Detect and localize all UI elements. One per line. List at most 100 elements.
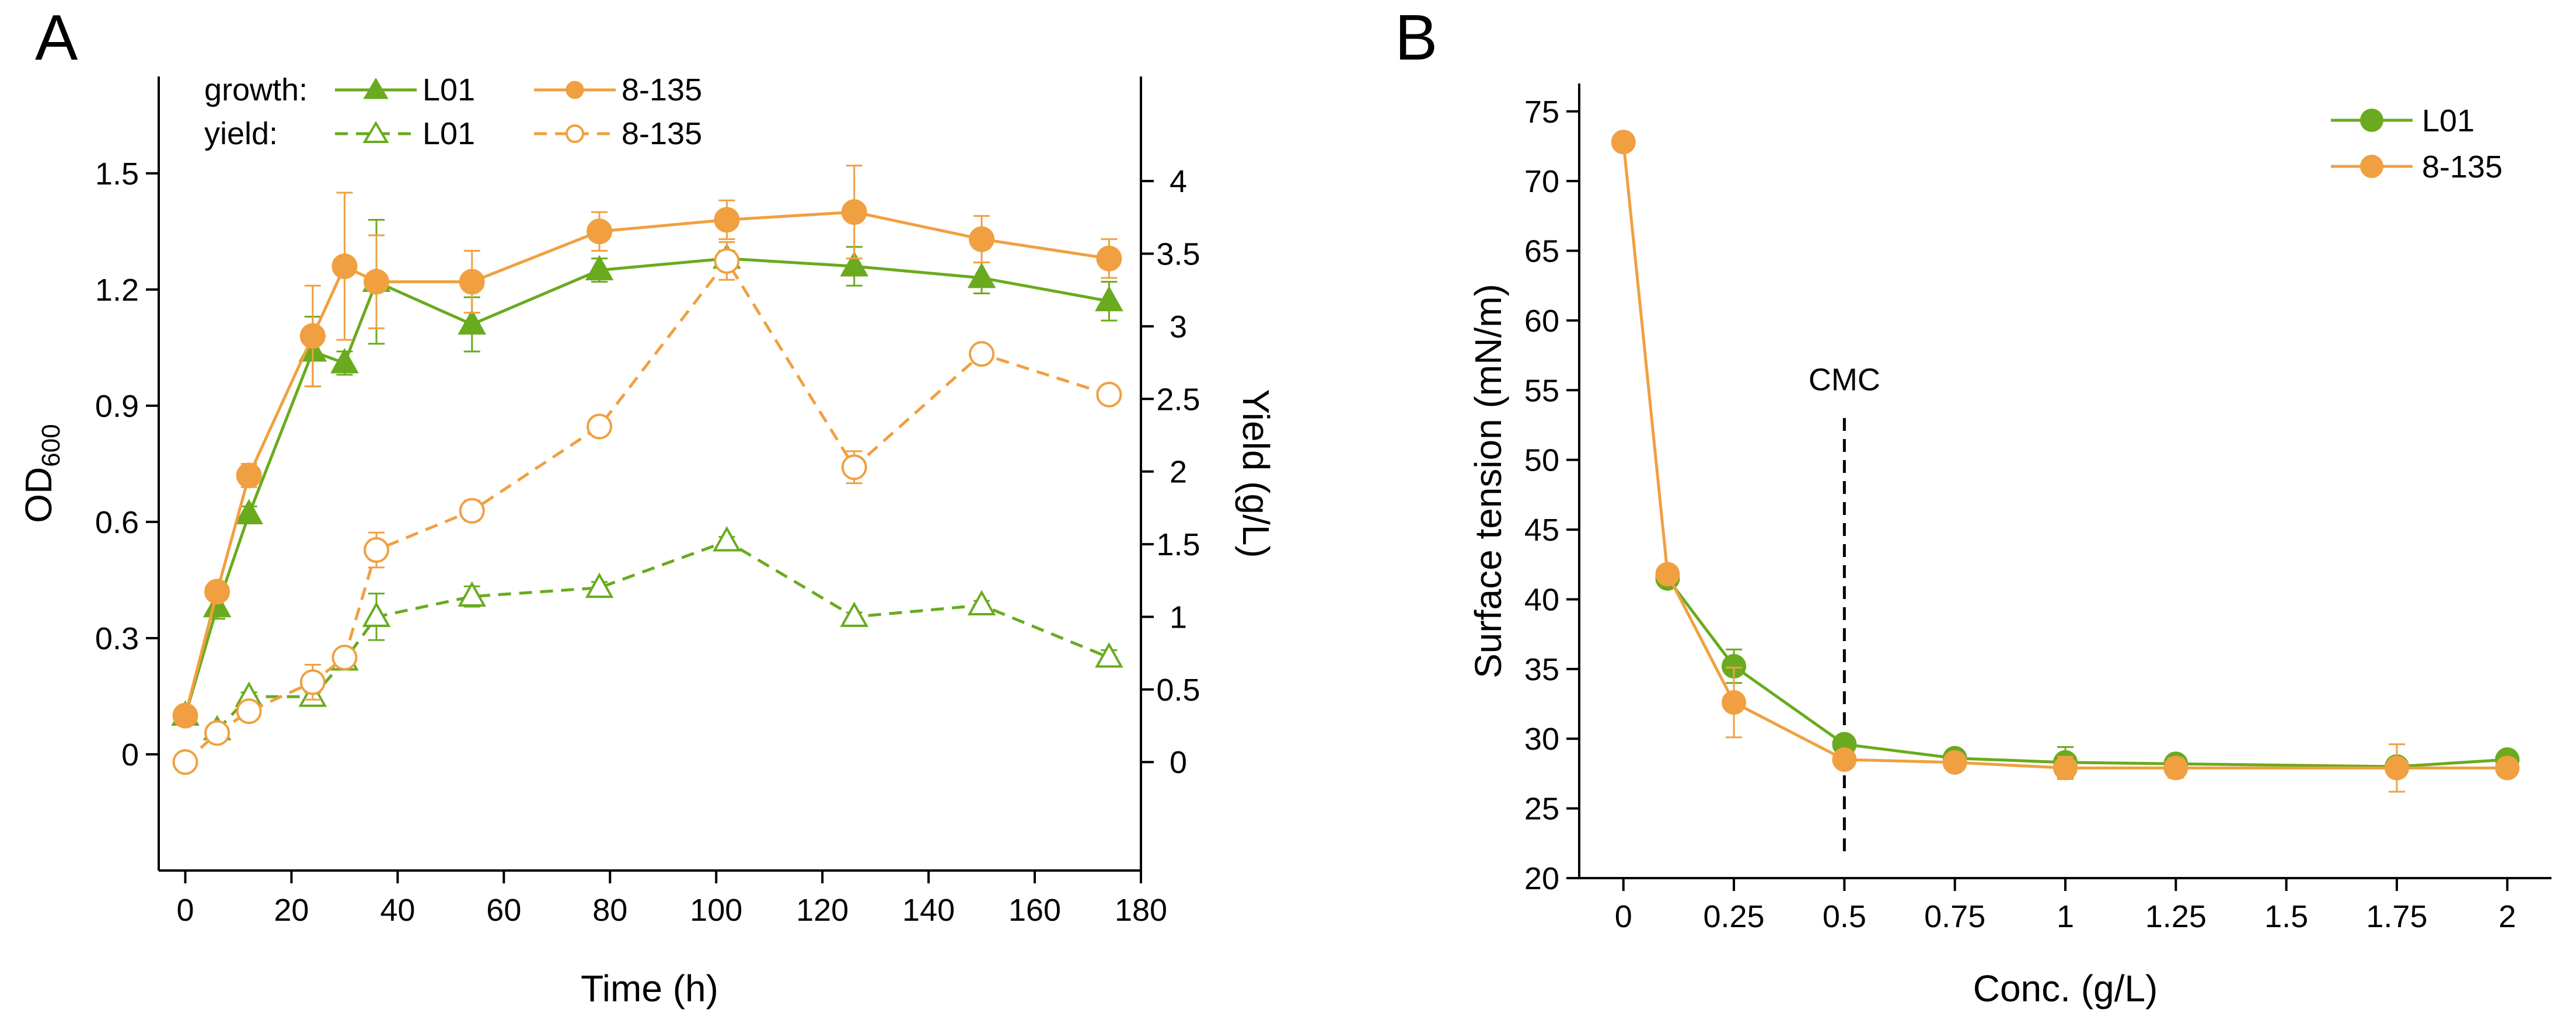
data-point: [204, 720, 231, 746]
y-tick-label: 70: [1524, 164, 1559, 199]
data-point: [2053, 756, 2078, 781]
data-point: [331, 253, 358, 280]
y-tick-label: 55: [1524, 373, 1559, 408]
data-point: [204, 579, 231, 605]
series-line: [184, 210, 1109, 716]
panel-a-y-label-sub: 600: [37, 424, 65, 466]
data-point: [2163, 756, 2188, 781]
data-point: [236, 698, 262, 725]
data-point: [172, 702, 198, 729]
x-tick-label: 140: [902, 893, 955, 928]
data-point: [841, 454, 867, 481]
data-point: [1722, 690, 1747, 715]
y-tick-right-label: 1: [1170, 600, 1187, 635]
data-point: [236, 462, 262, 489]
data-point: [714, 207, 740, 233]
y-tick-label: 0.6: [95, 505, 139, 540]
legend-growth-8135-marker: [566, 81, 584, 99]
x-tick-label: 0.25: [1703, 899, 1764, 934]
data-point: [235, 499, 263, 525]
data-point: [299, 323, 326, 349]
panel-b-x-label: Conc. (g/L): [1973, 967, 2158, 1009]
x-tick-label: 120: [796, 893, 849, 928]
panel-b-legend: L01 8-135: [2331, 103, 2502, 184]
panel-a-y-label-main: OD: [18, 467, 60, 523]
x-tick-label: 1.25: [2145, 899, 2207, 934]
legend-b-8135-marker: [2360, 155, 2383, 178]
panel-b: B 0 0.25 0.5 0.75 1 1.25 1.5 1.75 2 20 25 30 35 40 45…: [1395, 2, 2551, 1009]
cmc-label: CMC: [1809, 362, 1880, 397]
series-growth-8-135: [172, 165, 1122, 729]
legend-b-l01-text: L01: [2422, 103, 2474, 138]
panel-a-y-label: OD600: [18, 424, 65, 523]
panel-a: A 0 20 40 60 80 100 120 140 160 180 00.30.60.91.2…: [18, 2, 1277, 1009]
y-tick-right-label: 2: [1170, 455, 1187, 490]
series-line: [184, 257, 1109, 716]
legend-yield-8135-text: 8-135: [622, 116, 702, 151]
y-tick-right-label: 3.5: [1156, 237, 1200, 272]
panel-a-y-ticks: 0 0.3 0.6 0.9 1.2 1.5: [95, 156, 159, 772]
data-point: [1095, 642, 1123, 668]
x-tick-label: 20: [274, 893, 309, 928]
data-point: [967, 590, 996, 615]
data-point: [967, 262, 996, 288]
y-tick-label: 1.5: [95, 156, 139, 192]
x-tick-label: 2: [2498, 899, 2516, 934]
data-point: [587, 413, 613, 440]
y-tick-label: 30: [1524, 722, 1559, 757]
y-tick-label: 65: [1524, 234, 1559, 269]
legend-growth-label: growth:: [204, 72, 308, 107]
series-growth-l01: [171, 218, 1123, 726]
data-point: [840, 250, 869, 277]
x-tick-label: 80: [592, 893, 627, 928]
series-line: [216, 539, 1110, 732]
panel-a-y-ticks-right: 0 0.5 1 1.5 2 2.5 3 3.5 4: [1141, 164, 1200, 780]
data-point: [363, 537, 389, 563]
legend-growth-l01-text: L01: [423, 72, 475, 107]
data-point: [172, 749, 198, 775]
y-tick-right-label: 1.5: [1156, 527, 1200, 562]
data-point: [714, 248, 740, 274]
series-yield-8-135: [172, 241, 1122, 775]
data-point: [969, 226, 995, 252]
series-line: [1666, 577, 2508, 768]
legend-yield-label: yield:: [204, 116, 278, 151]
y-tick-label: 1.2: [95, 273, 139, 308]
data-point: [713, 525, 741, 552]
y-tick-label: 0.9: [95, 389, 139, 424]
data-point: [1095, 286, 1123, 312]
data-point: [458, 309, 487, 335]
y-tick-right-label: 2.5: [1156, 382, 1200, 417]
data-point: [330, 347, 359, 374]
series-8-135: [1611, 130, 2520, 793]
data-point: [1096, 381, 1122, 408]
y-tick-right-label: 3: [1170, 309, 1187, 344]
panel-a-legend: growth: yield: L01 8-135 L01 8-135: [204, 72, 702, 151]
x-tick-label: 100: [690, 893, 742, 928]
x-tick-label: 60: [486, 893, 521, 928]
y-tick-label: 50: [1524, 443, 1559, 478]
y-tick-label: 0.3: [95, 621, 139, 656]
x-tick-label: 0: [176, 893, 194, 928]
data-point: [331, 645, 358, 671]
y-tick-right-label: 0: [1170, 745, 1187, 780]
data-point: [1611, 130, 1636, 155]
y-tick-right-label: 0.5: [1156, 673, 1200, 708]
data-point: [969, 341, 995, 367]
panel-a-x-ticks: 0 20 40 60 80 100 120 140 160 180: [176, 871, 1167, 928]
data-point: [363, 269, 389, 295]
x-tick-label: 0: [1615, 899, 1632, 934]
data-point: [1942, 750, 1967, 775]
legend-b-l01-marker: [2360, 109, 2383, 132]
series-l01: [1655, 566, 2520, 779]
y-tick-right-label: 4: [1170, 164, 1187, 199]
data-point: [1096, 245, 1122, 271]
y-tick-label: 45: [1524, 513, 1559, 548]
data-point: [2384, 756, 2409, 781]
y-tick-label: 20: [1524, 861, 1559, 896]
x-tick-label: 40: [380, 893, 415, 928]
panel-a-label: A: [35, 2, 78, 74]
data-point: [1655, 562, 1680, 587]
x-tick-label: 1.5: [2264, 899, 2308, 934]
